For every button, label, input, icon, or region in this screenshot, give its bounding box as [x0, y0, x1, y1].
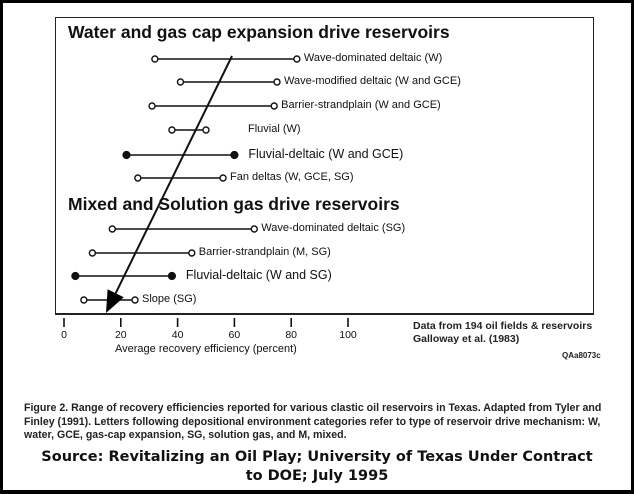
range-max-marker [202, 126, 210, 134]
row-label: Wave-dominated deltaic (SG) [261, 222, 406, 234]
row-label: Fan deltas (W, GCE, SG) [230, 171, 354, 183]
x-tick-label: 20 [114, 329, 127, 341]
range-min-marker [134, 174, 142, 182]
section-title-mixed-solution-gas: Mixed and Solution gas drive reservoirs [68, 194, 400, 214]
range-bar [108, 225, 258, 233]
source-citation: Source: Revitalizing an Oil Play; Univer… [10, 448, 624, 486]
figure-caption: Figure 2. Range of recovery efficiencies… [24, 402, 602, 441]
source-line1: Source: Revitalizing an Oil Play; Univer… [41, 449, 593, 465]
range-min-marker [80, 296, 88, 304]
x-tick-label: 0 [61, 329, 67, 341]
row-label: Fluvial-deltaic (W and GCE) [248, 147, 404, 161]
data-note-line1: Data from 194 oil fields & reservoirs [413, 320, 593, 332]
source-line2: to DOE; July 1995 [245, 468, 389, 484]
range-min-marker [148, 102, 156, 110]
range-min-marker [151, 55, 159, 63]
range-max-marker [293, 55, 301, 63]
trend-arrow-icon [106, 55, 233, 313]
range-min-marker [71, 271, 80, 281]
range-bar [176, 78, 281, 86]
range-min-marker [122, 150, 131, 160]
row-label: Slope (SG) [142, 293, 197, 305]
row-label: Fluvial-deltaic (W and SG) [185, 268, 332, 282]
range-max-marker [167, 271, 177, 281]
range-max-marker [230, 150, 239, 160]
data-source-note: Data from 194 oil fields & reservoirs Ga… [413, 320, 592, 346]
range-min-marker [108, 225, 116, 233]
range-bar [134, 174, 227, 182]
range-max-marker [219, 174, 227, 182]
figure-code: QAa8073c [562, 351, 601, 360]
x-tick-label: 80 [285, 329, 298, 341]
x-tick-label: 60 [228, 329, 241, 341]
x-axis-label: Average recovery efficiency (percent) [115, 343, 297, 355]
section-title-water-gas-cap: Water and gas cap expansion drive reserv… [68, 22, 450, 42]
x-tick-label: 100 [339, 329, 357, 341]
plot-area [55, 17, 594, 315]
range-bar [122, 150, 239, 160]
row-label: Fluvial (W) [248, 123, 301, 135]
range-bar [168, 126, 210, 134]
range-min-marker [176, 78, 185, 86]
range-max-marker [273, 78, 281, 86]
range-min-marker [88, 249, 97, 257]
range-max-marker [270, 102, 278, 110]
row-label: Wave-modified deltaic (W and GCE) [284, 75, 461, 87]
range-bar [88, 249, 196, 257]
row-label: Wave-dominated deltaic (W) [303, 52, 443, 64]
range-bar [148, 102, 278, 110]
range-bar [151, 55, 301, 63]
row-label: Barrier-strandplain (W and GCE) [281, 99, 441, 111]
data-note-line2: Galloway et al. (1983) [413, 333, 520, 345]
range-max-marker [188, 249, 196, 257]
range-max-marker [131, 296, 139, 304]
x-tick-label: 40 [171, 329, 184, 341]
range-max-marker [250, 225, 258, 233]
row-label: Barrier-strandplain (M, SG) [198, 246, 331, 258]
range-min-marker [168, 126, 176, 134]
